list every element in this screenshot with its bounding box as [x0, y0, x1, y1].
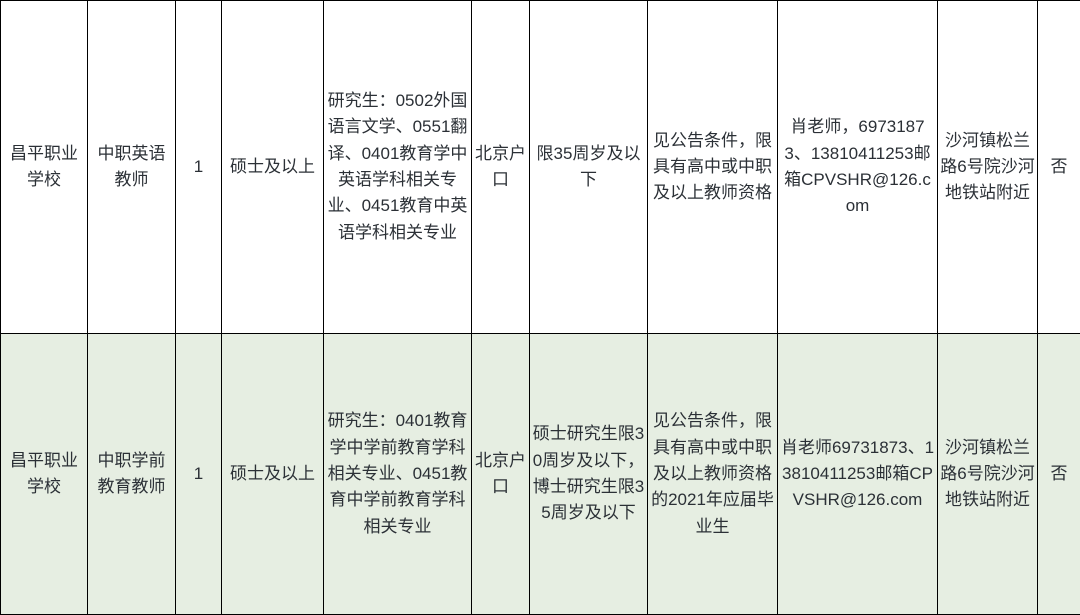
cell-address: 沙河镇松兰路6号院沙河地铁站附近 — [938, 334, 1038, 615]
cell-hukou: 北京户口 — [472, 1, 530, 334]
cell-age: 限35周岁及以下 — [530, 1, 648, 334]
cell-major: 研究生：0401教育学中学前教育学科相关专业、0451教育中学前教育学科相关专业 — [324, 334, 472, 615]
cell-count: 1 — [176, 1, 222, 334]
cell-flag: 否 — [1038, 334, 1080, 615]
cell-education: 硕士及以上 — [222, 1, 324, 334]
cell-position: 中职学前教育教师 — [88, 334, 176, 615]
recruitment-table: 昌平职业学校 中职英语教师 1 硕士及以上 研究生：0502外国语言文学、055… — [0, 0, 1080, 615]
cell-other: 见公告条件，限具有高中或中职及以上教师资格 — [648, 1, 778, 334]
cell-contact: 肖老师，69731873、13810411253邮箱CPVSHR@126.com — [778, 1, 938, 334]
cell-count: 1 — [176, 334, 222, 615]
cell-other: 见公告条件，限具有高中或中职及以上教师资格的2021年应届毕业生 — [648, 334, 778, 615]
cell-age: 硕士研究生限30周岁及以下，博士研究生限35周岁及以下 — [530, 334, 648, 615]
cell-school: 昌平职业学校 — [1, 1, 88, 334]
cell-hukou: 北京户口 — [472, 334, 530, 615]
cell-address: 沙河镇松兰路6号院沙河地铁站附近 — [938, 1, 1038, 334]
cell-major: 研究生：0502外国语言文学、0551翻译、0401教育学中英语学科相关专业、0… — [324, 1, 472, 334]
table-row: 昌平职业学校 中职学前教育教师 1 硕士及以上 研究生：0401教育学中学前教育… — [1, 334, 1080, 615]
table-row: 昌平职业学校 中职英语教师 1 硕士及以上 研究生：0502外国语言文学、055… — [1, 1, 1080, 334]
cell-flag: 否 — [1038, 1, 1080, 334]
cell-education: 硕士及以上 — [222, 334, 324, 615]
cell-position: 中职英语教师 — [88, 1, 176, 334]
cell-school: 昌平职业学校 — [1, 334, 88, 615]
cell-contact: 肖老师69731873、13810411253邮箱CPVSHR@126.com — [778, 334, 938, 615]
